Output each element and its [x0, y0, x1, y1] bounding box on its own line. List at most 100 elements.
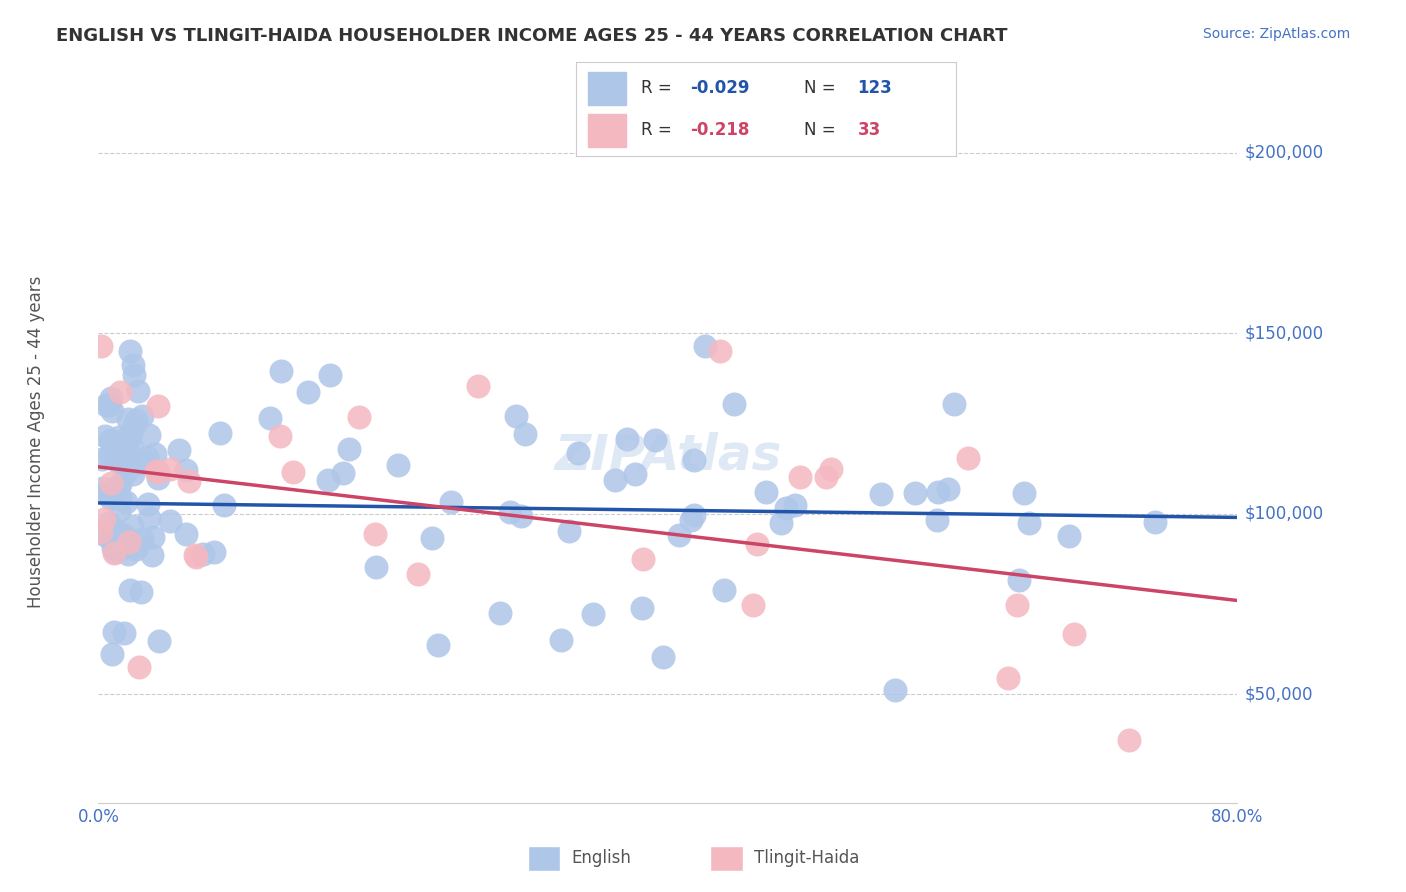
Point	[420, 532, 443, 546]
Point	[695, 339, 717, 353]
Point	[557, 524, 579, 538]
Point	[94, 487, 117, 501]
Point	[142, 530, 165, 544]
Point	[122, 368, 145, 383]
Point	[98, 398, 121, 412]
Point	[783, 499, 806, 513]
Point	[997, 671, 1019, 685]
Point	[550, 632, 572, 647]
Point	[129, 584, 152, 599]
Point	[141, 548, 163, 562]
Point	[94, 429, 117, 443]
Text: R =: R =	[641, 78, 678, 96]
Point	[644, 433, 666, 447]
Point	[927, 485, 949, 500]
Point	[105, 454, 128, 468]
Point	[269, 429, 291, 443]
Point	[936, 482, 959, 496]
Point	[775, 500, 797, 515]
Point	[177, 475, 200, 489]
Point	[115, 433, 138, 447]
Point	[100, 476, 122, 491]
Point	[513, 426, 536, 441]
Point	[387, 458, 409, 473]
Point	[316, 473, 339, 487]
Point	[112, 527, 135, 541]
Point	[1007, 573, 1029, 587]
Point	[332, 466, 354, 480]
Point	[214, 498, 236, 512]
Point	[1012, 486, 1035, 500]
Point	[118, 535, 141, 549]
Point	[297, 385, 319, 400]
Text: ZIPAtlas: ZIPAtlas	[554, 432, 782, 480]
Point	[110, 534, 132, 549]
Point	[159, 514, 181, 528]
Point	[127, 384, 149, 399]
Point	[108, 477, 131, 491]
Point	[114, 465, 136, 479]
Point	[283, 466, 305, 480]
Point	[616, 432, 638, 446]
Point	[101, 541, 124, 555]
Point	[101, 647, 124, 661]
Point	[148, 633, 170, 648]
Point	[605, 473, 627, 487]
Point	[567, 446, 589, 460]
Point	[138, 511, 160, 525]
Point	[98, 433, 121, 447]
Point	[631, 551, 654, 566]
Point	[117, 412, 139, 426]
Point	[101, 434, 124, 449]
Point	[93, 512, 115, 526]
Point	[101, 403, 124, 417]
Point	[103, 546, 125, 560]
Point	[121, 518, 143, 533]
Point	[956, 450, 979, 465]
Point	[202, 545, 225, 559]
Point	[713, 583, 735, 598]
Text: Householder Income Ages 25 - 44 years: Householder Income Ages 25 - 44 years	[27, 276, 45, 607]
Text: -0.029: -0.029	[690, 78, 749, 96]
Point	[366, 560, 388, 574]
Point	[90, 524, 112, 539]
Point	[122, 467, 145, 482]
Point	[723, 397, 745, 411]
Point	[191, 547, 214, 561]
Point	[623, 467, 645, 482]
Text: 33: 33	[858, 121, 880, 139]
Point	[510, 509, 533, 524]
Text: N =: N =	[804, 121, 841, 139]
Point	[148, 399, 170, 413]
Point	[489, 606, 512, 620]
Point	[176, 526, 198, 541]
Point	[167, 443, 190, 458]
Text: -0.218: -0.218	[690, 121, 749, 139]
Point	[143, 447, 166, 461]
Point	[683, 453, 706, 467]
Point	[943, 397, 966, 411]
Point	[125, 541, 148, 556]
Point	[100, 391, 122, 405]
Point	[883, 683, 905, 698]
Point	[581, 607, 603, 622]
Point	[118, 343, 141, 358]
Text: $150,000: $150,000	[1244, 324, 1323, 343]
Point	[138, 427, 160, 442]
Point	[100, 491, 122, 506]
Point	[131, 532, 153, 546]
Point	[108, 385, 131, 400]
Point	[131, 409, 153, 424]
Point	[112, 625, 135, 640]
Point	[145, 464, 167, 478]
Text: $50,000: $50,000	[1244, 685, 1313, 704]
Point	[440, 495, 463, 509]
Point	[337, 442, 360, 457]
Point	[174, 463, 197, 477]
Point	[107, 504, 129, 518]
Point	[146, 470, 169, 484]
Point	[98, 448, 121, 462]
Point	[117, 457, 139, 471]
Point	[1118, 733, 1140, 747]
Point	[103, 625, 125, 640]
